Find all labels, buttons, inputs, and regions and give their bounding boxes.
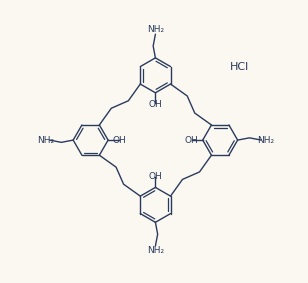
Text: OH: OH [148,171,162,181]
Text: NH₂: NH₂ [257,136,274,145]
Text: NH₂: NH₂ [147,25,164,35]
Text: OH: OH [184,136,198,145]
Text: NH₂: NH₂ [37,136,54,145]
Text: HCl: HCl [230,62,249,72]
Text: OH: OH [148,100,162,109]
Text: OH: OH [112,136,126,145]
Text: NH₂: NH₂ [147,246,164,255]
